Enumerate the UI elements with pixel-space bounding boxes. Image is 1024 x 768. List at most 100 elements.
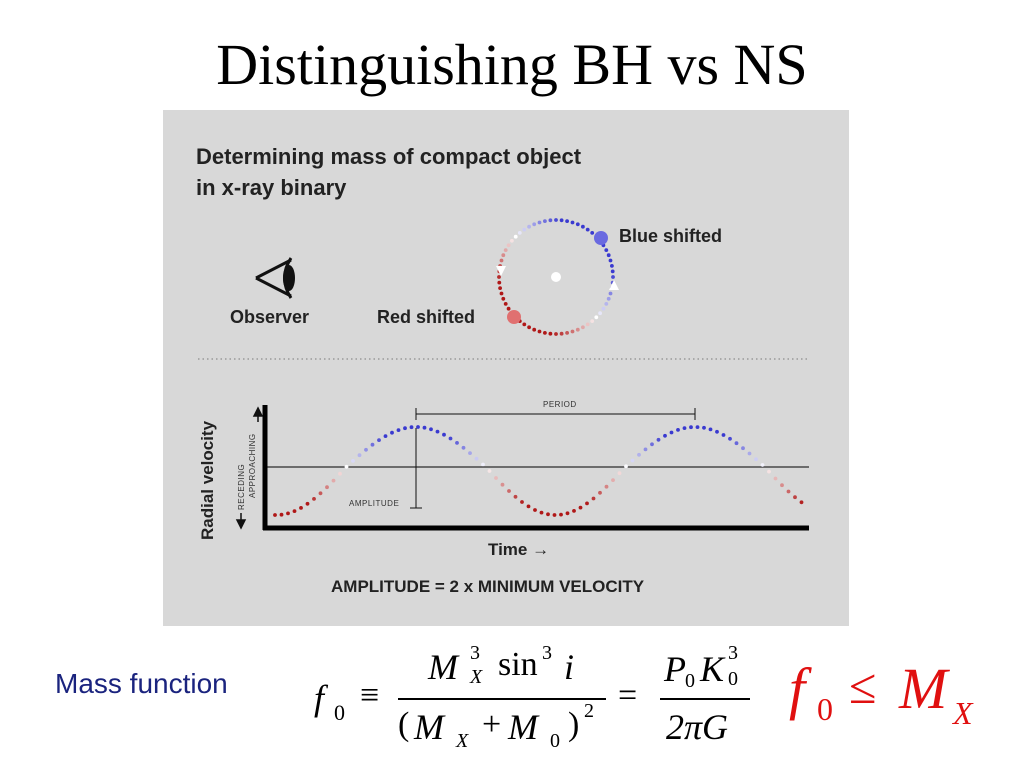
mass-determination-figure: Determining mass of compact object in x-…: [163, 110, 849, 626]
eq-num-M-sub: X: [470, 666, 483, 688]
curve-dot: [578, 505, 583, 510]
amplitude-bracket: [410, 428, 422, 509]
curve-dot: [604, 484, 609, 489]
eq-den-sup: 2: [584, 700, 594, 722]
eq-rhs-K-sup: 3: [728, 642, 738, 664]
curve-dot: [481, 462, 485, 467]
curve-dot: [520, 500, 524, 504]
orbit-dot: [527, 325, 531, 330]
curve-dot: [305, 501, 310, 506]
eq-den-plus: +: [482, 706, 502, 743]
slide-title: Distinguishing BH vs NS: [216, 32, 808, 97]
orbit-dot: [497, 280, 502, 285]
figure-heading: Determining mass of compact object in x-…: [196, 141, 756, 203]
figure-caption: AMPLITUDE = 2 x MINIMUM VELOCITY: [331, 577, 645, 596]
orbit-arrow-right: [609, 280, 619, 290]
orbit-dot: [604, 302, 609, 306]
curve-dot: [500, 482, 505, 487]
curve-dot: [695, 425, 700, 429]
orbit-dot: [581, 224, 585, 229]
curve-dot: [461, 445, 466, 450]
orbit-dot: [501, 253, 506, 258]
orbit-dot: [608, 291, 613, 296]
curve-dot: [526, 504, 531, 509]
orbit-dot: [543, 219, 547, 223]
orbit-dot: [570, 220, 575, 225]
orbit-dot: [585, 227, 590, 232]
curve-dot: [617, 471, 622, 476]
curve-dot: [422, 425, 427, 430]
curve-dot: [715, 429, 719, 434]
orbit-dot: [548, 218, 553, 223]
curve-dot: [318, 491, 323, 496]
curve-dot: [565, 511, 570, 516]
curve-dot: [650, 442, 654, 447]
curve-dot: [390, 430, 394, 435]
time-axis-label: Time →: [488, 540, 550, 559]
orbit-dot: [513, 234, 518, 239]
curve-dot: [448, 436, 453, 441]
orbit-dot: [554, 332, 558, 336]
curve-dot: [611, 478, 615, 482]
curve-dot: [663, 433, 667, 438]
curve-dot: [325, 485, 329, 490]
orbit-dot: [499, 291, 504, 296]
eq-rhs-fraction-bar: [660, 698, 750, 700]
curve-dot: [559, 512, 563, 517]
ineq-f: f: [789, 656, 806, 721]
eq-f-sub: 0: [334, 700, 345, 725]
curve-dot: [299, 506, 303, 510]
orbit-dot: [554, 218, 558, 222]
ineq-f-sub: 0: [817, 691, 833, 727]
approaching-label: APPROACHING: [248, 433, 257, 498]
eq-rhs-P-sub: 0: [685, 670, 695, 692]
curve-dot: [598, 490, 602, 495]
orbit-dot: [506, 243, 511, 248]
eq-equals: =: [618, 677, 638, 714]
orbit-dot: [506, 306, 511, 311]
orbit-dot: [590, 319, 595, 323]
curve-dot: [624, 464, 628, 469]
orbit-dot: [590, 231, 595, 235]
orbit-dot: [537, 329, 542, 334]
curve-dot: [286, 511, 290, 516]
orbit-dot: [575, 327, 580, 332]
eq-num-M-sup: 3: [470, 642, 480, 664]
orbit-dot: [601, 306, 606, 311]
receding-label: RECEDING: [237, 463, 246, 510]
orbit-dot: [604, 248, 609, 253]
approaching-arrow-icon: [252, 406, 264, 422]
curve-dot: [546, 512, 550, 517]
orbit-arrow-left: [496, 266, 506, 276]
figure-heading-line2: in x-ray binary: [196, 175, 347, 200]
eq-num-M: M: [428, 647, 458, 687]
curve-dot: [552, 513, 557, 517]
eq-num-sin: sin: [498, 646, 538, 683]
eq-den-open: (: [398, 706, 410, 743]
orbit-dot: [498, 286, 502, 290]
curve-dot: [585, 501, 589, 506]
curve-dot: [364, 447, 368, 452]
orbit-center: [551, 272, 561, 282]
curve-dot: [312, 497, 316, 501]
orbit-dot: [581, 325, 585, 330]
eq-num-sin-sup: 3: [542, 642, 552, 664]
curve-dot: [728, 436, 732, 441]
eq-rhs-den: 2πG: [666, 707, 729, 747]
curve-dot: [754, 457, 758, 462]
curve-dot: [338, 471, 342, 476]
curve-dot: [793, 495, 797, 500]
orbit-dot: [575, 222, 580, 227]
ineq-le: ≤: [849, 658, 877, 714]
orbit-dot: [522, 227, 527, 232]
orbit-dot: [503, 248, 508, 253]
curve-dot: [656, 437, 661, 442]
curve-dot: [455, 441, 459, 445]
curve-dot: [351, 459, 355, 463]
orbit-dot: [497, 275, 501, 279]
orbit-dot: [606, 253, 611, 258]
orbit-dot: [559, 218, 564, 223]
curve-dot: [383, 434, 388, 438]
orbit-dot: [598, 311, 602, 316]
curve-dot: [708, 427, 713, 432]
